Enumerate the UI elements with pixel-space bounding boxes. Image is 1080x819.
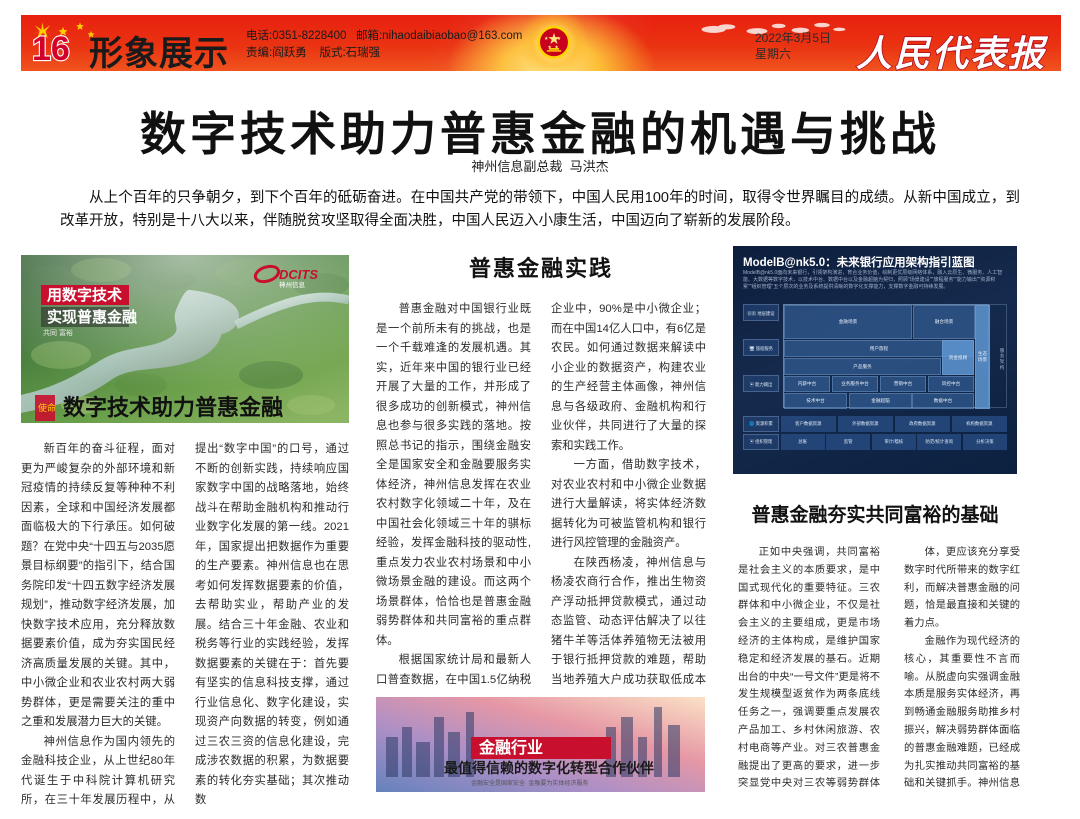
svg-text:共同 富裕: 共同 富裕 [43,328,85,337]
svg-text:金融行业: 金融行业 [478,738,543,757]
svg-text:用数字技术: 用数字技术 [47,286,122,304]
svg-text:DCITS: DCITS [279,267,318,282]
svg-text:使命: 使命 [38,402,56,413]
svg-text:金融安全是国家安全 金融要为实体经济服务: 金融安全是国家安全 金融要为实体经济服务 [471,779,588,787]
svg-text:数字技术助力普惠金融: 数字技术助力普惠金融 [63,395,283,420]
svg-text:实现普惠金融: 实现普惠金融 [47,308,137,326]
svg-text:最值得信赖的数字化转型合作伙伴: 最值得信赖的数字化转型合作伙伴 [444,760,654,776]
svg-text:神州信息: 神州信息 [279,280,306,289]
